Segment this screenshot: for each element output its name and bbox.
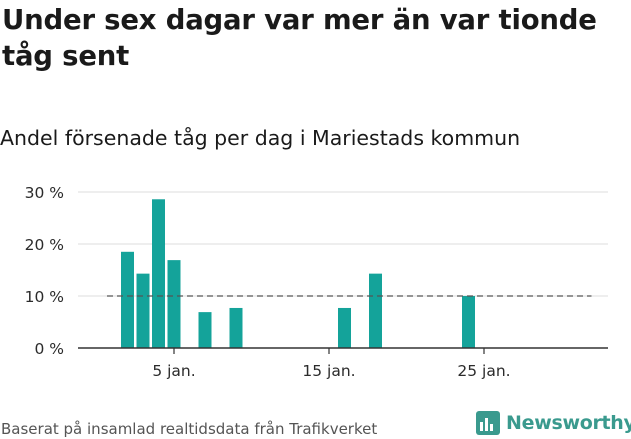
y-axis-labels: 0 % 10 % 20 % 30 % (25, 184, 64, 358)
brand-name: Newsworthy (506, 412, 631, 434)
y-tick-label: 10 % (25, 288, 64, 306)
x-tick-label: 15 jan. (302, 362, 355, 380)
bar (462, 296, 475, 348)
chart-subtitle: Andel försenade tåg per dag i Mariestads… (0, 126, 521, 150)
y-tick-label: 0 % (34, 340, 64, 358)
source-note: Baserat på insamlad realtidsdata från Tr… (1, 420, 378, 438)
brand-logo: Newsworthy (475, 408, 631, 438)
bar-chart: 0 % 10 % 20 % 30 % 5 jan. 15 jan. 25 jan. (25, 184, 608, 380)
bar (152, 199, 165, 348)
bar (121, 251, 134, 348)
x-tick-label: 5 jan. (152, 362, 195, 380)
x-axis-labels: 5 jan. 15 jan. 25 jan. (152, 362, 510, 380)
y-tick-label: 30 % (25, 184, 64, 202)
chart-title: Under sex dagar var mer än var tionde tå… (2, 4, 597, 72)
bar (369, 273, 382, 348)
x-tick-label: 25 jan. (457, 362, 510, 380)
bar (136, 273, 150, 348)
newsworthy-logo-icon (476, 411, 500, 435)
bar (229, 307, 243, 348)
x-axis (78, 347, 608, 354)
y-tick-label: 20 % (25, 236, 64, 254)
bars (121, 199, 475, 348)
bar (198, 312, 212, 348)
bar (338, 307, 351, 348)
bar (167, 260, 181, 348)
